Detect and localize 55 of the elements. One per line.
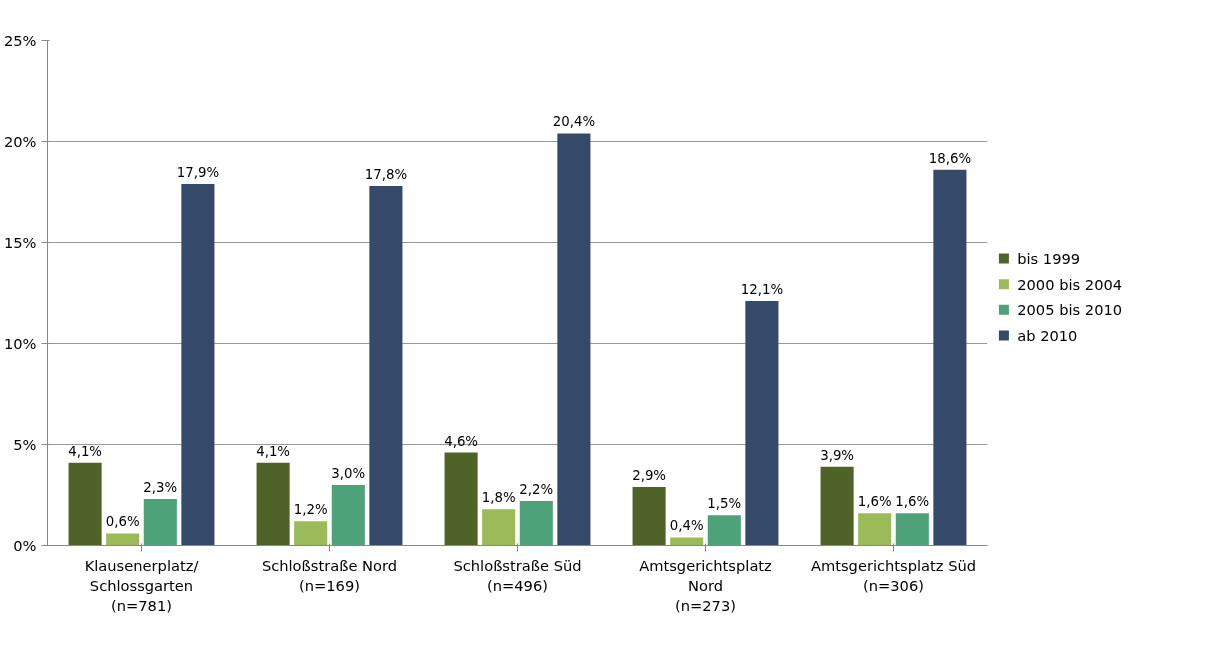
data-label: 20,4% — [552, 114, 596, 130]
x-tick-label: Amtsgerichtsplatz Süd (n=306) — [810, 556, 977, 594]
bar — [557, 133, 591, 546]
bar — [632, 486, 666, 546]
bar — [745, 301, 779, 546]
bar — [895, 513, 929, 546]
bar — [482, 509, 516, 546]
bar — [331, 484, 365, 546]
data-label: 0,4% — [669, 518, 704, 534]
data-label: 1,8% — [481, 490, 516, 506]
data-label: 1,6% — [895, 494, 930, 510]
data-label: 1,6% — [857, 494, 892, 510]
data-label: 3,9% — [820, 447, 855, 463]
legend-label: bis 1999 — [1017, 250, 1081, 268]
x-tick-label: Schloßstraße Nord (n=169) — [261, 556, 398, 594]
data-label: 12,1% — [740, 282, 784, 298]
bar — [933, 169, 967, 546]
y-tick-label: 10% — [3, 335, 37, 352]
bar — [707, 515, 741, 546]
y-tick-label: 20% — [3, 133, 37, 150]
bar — [444, 452, 478, 546]
bar — [369, 185, 403, 546]
data-label: 3,0% — [331, 465, 366, 481]
y-tick-label: 5% — [13, 436, 37, 453]
data-label: 4,6% — [444, 433, 479, 449]
y-tick-label: 25% — [3, 32, 37, 49]
data-label: 2,3% — [143, 480, 178, 496]
data-label: 0,6% — [105, 514, 140, 530]
bar — [256, 462, 290, 546]
data-label: 2,9% — [632, 467, 667, 483]
x-tick-label: Schloßstraße Süd (n=496) — [453, 556, 582, 594]
bar — [143, 499, 177, 546]
bar — [820, 466, 854, 546]
bar — [106, 533, 140, 546]
data-label: 17,9% — [176, 164, 220, 180]
data-label: 4,1% — [256, 443, 291, 459]
bar — [68, 462, 102, 546]
x-tick-label: Klausenerplatz/ Schlossgarten (n=781) — [84, 556, 199, 615]
bar — [294, 521, 328, 546]
data-label: 17,8% — [364, 166, 408, 182]
legend-label: ab 2010 — [1017, 326, 1078, 344]
y-tick-label: 15% — [3, 234, 37, 251]
bar — [519, 501, 553, 546]
legend-label: 2005 bis 2010 — [1017, 301, 1123, 319]
data-label: 1,2% — [293, 502, 328, 518]
legend-label: 2000 bis 2004 — [1017, 275, 1123, 293]
bar — [858, 513, 892, 546]
y-tick-label: 0% — [13, 537, 37, 554]
data-label: 2,2% — [519, 482, 554, 498]
bar — [670, 537, 704, 546]
data-label: 4,1% — [68, 443, 103, 459]
x-tick-label: Amtsgerichtsplatz Nord (n=273) — [639, 556, 773, 615]
data-label: 1,5% — [707, 496, 742, 512]
data-label: 18,6% — [928, 150, 972, 166]
bar — [181, 183, 215, 546]
